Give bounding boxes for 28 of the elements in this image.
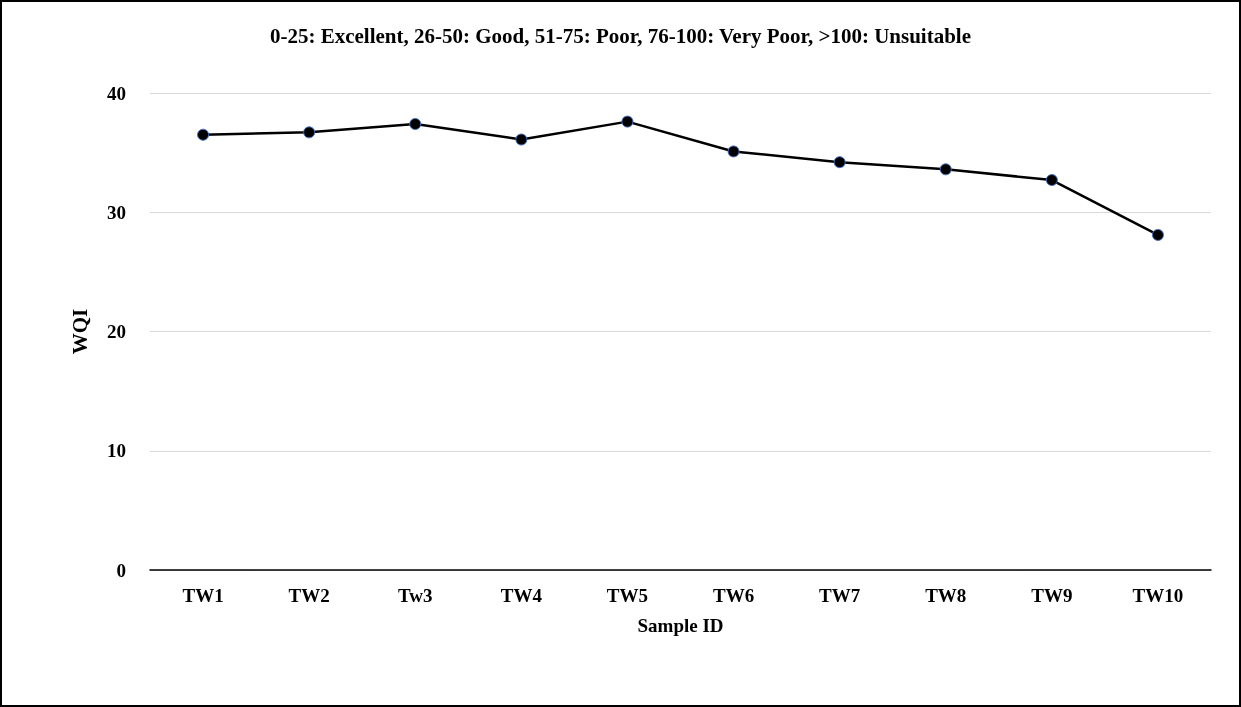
- y-tick-label: 0: [116, 559, 126, 581]
- y-axis-title: WQI: [67, 308, 92, 355]
- x-tick-label: TW6: [712, 585, 755, 606]
- x-tick-label: Tw3: [398, 585, 433, 606]
- x-tick-label: TW7: [819, 585, 861, 606]
- point: [515, 133, 528, 146]
- point: [197, 128, 210, 141]
- y-tick-label: 20: [107, 321, 126, 342]
- x-tick-label: TW9: [1031, 585, 1073, 606]
- y-tick-label: 30: [107, 201, 126, 223]
- y-tick-label: 10: [107, 440, 126, 462]
- x-tick-label: TW1: [182, 585, 224, 606]
- point: [727, 145, 740, 158]
- chart-title: 0-25: Excellent, 26-50: Good, 51-75: Poor, 76-100: Very Poor, >100: Unsuitable: [269, 23, 972, 48]
- point: [303, 126, 316, 139]
- point: [1045, 174, 1058, 187]
- x-tick-label: TW10: [1132, 585, 1184, 606]
- point: [833, 156, 846, 169]
- x-tick-label: TW2: [288, 585, 330, 606]
- y-tick-label: 40: [107, 82, 126, 104]
- point: [939, 163, 952, 176]
- point: [621, 115, 634, 128]
- x-tick-label: TW5: [606, 585, 649, 606]
- x-tick-label: TW4: [500, 585, 543, 606]
- point: [1151, 228, 1164, 241]
- x-axis-title: Sample ID: [637, 615, 724, 636]
- point: [409, 118, 422, 130]
- x-tick-label: TW8: [925, 585, 967, 606]
